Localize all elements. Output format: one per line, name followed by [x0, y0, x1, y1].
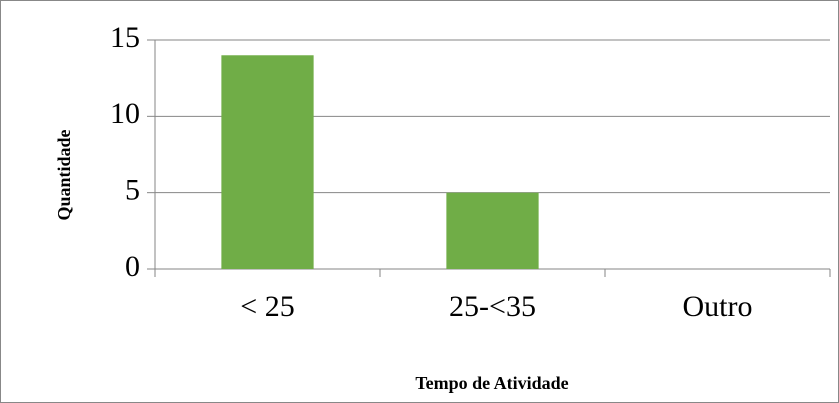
x-axis-title: Tempo de Atividade	[415, 373, 568, 393]
y-tick-label: 0	[125, 250, 140, 283]
y-tick-label: 15	[110, 21, 140, 54]
bar	[446, 192, 539, 269]
x-tick-label: < 25	[240, 290, 294, 323]
x-tick-label: 25-<35	[449, 290, 536, 323]
y-tick-label: 5	[125, 174, 140, 207]
y-tick-label: 10	[110, 97, 140, 130]
x-tick-label: Outro	[683, 290, 753, 323]
y-axis-title: Quantidade	[54, 129, 74, 220]
bar	[221, 55, 314, 270]
